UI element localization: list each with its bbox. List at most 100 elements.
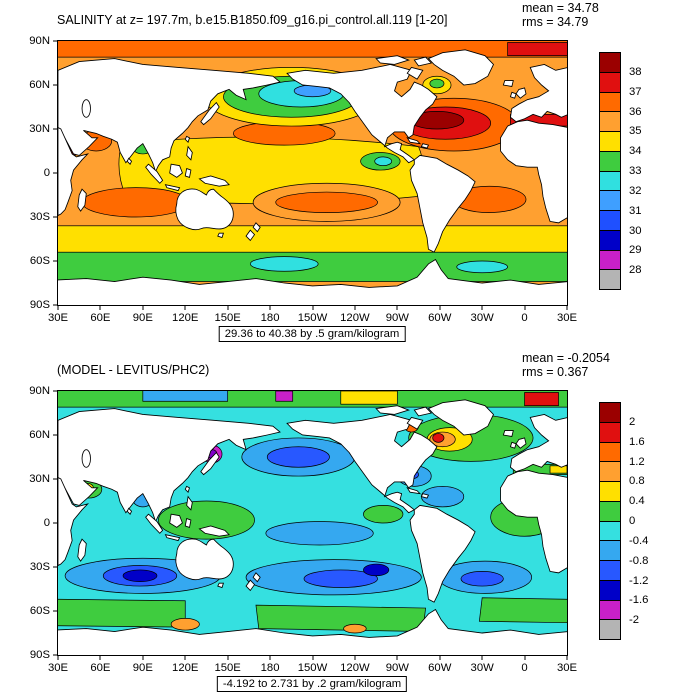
x-axis-tick-label: 30E	[47, 312, 69, 324]
colorbar-tick-label: -0.8	[629, 554, 649, 567]
colorbar-box	[599, 151, 621, 172]
x-axis-tick-mark	[142, 306, 144, 310]
x-axis-tick-label: 150W	[297, 312, 328, 324]
y-axis-tick-label: 30S	[29, 211, 50, 223]
mean-value: mean = 34.78	[522, 1, 599, 15]
y-axis-tick-label: 60N	[29, 429, 50, 441]
colorbar-tick-label: 35	[629, 125, 642, 138]
x-axis-tick-label: 120E	[172, 662, 199, 674]
difference-contour-svg	[58, 391, 567, 655]
y-axis-tick-label: 90S	[29, 649, 50, 661]
x-axis-tick-mark	[354, 306, 356, 310]
x-axis-tick-mark	[184, 656, 186, 660]
colorbar-box	[599, 132, 621, 152]
x-axis-tick-mark	[354, 656, 356, 660]
x-axis-tick-mark	[184, 306, 186, 310]
y-axis-tick-label: 30N	[29, 473, 50, 485]
x-axis-tick-label: 120E	[172, 312, 199, 324]
y-axis-tick-mark	[53, 84, 57, 86]
x-axis-tick-mark	[312, 306, 313, 310]
x-axis-tick-label: 30E	[556, 662, 578, 674]
x-axis-tick-label: 150E	[214, 312, 241, 324]
x-axis-tick-label: 180	[260, 312, 280, 324]
y-axis-tick-mark	[53, 128, 57, 130]
y-axis-tick-mark	[53, 610, 57, 612]
x-axis-tick-label: 60E	[90, 312, 111, 324]
colorbar-box	[599, 52, 621, 73]
y-axis-tick-mark	[53, 260, 57, 262]
x-axis-tick-mark	[99, 656, 101, 660]
colorbar-box	[599, 521, 621, 542]
y-axis-tick-mark	[53, 566, 57, 568]
x-axis-tick-label: 60W	[428, 312, 452, 324]
x-axis-tick-label: 120W	[340, 312, 370, 324]
x-axis-tick-mark	[269, 306, 271, 310]
x-axis-tick-mark	[524, 656, 526, 660]
y-axis-tick-label: 90S	[29, 299, 50, 311]
colorbar-box	[599, 230, 621, 251]
colorbar-box	[599, 250, 621, 271]
x-axis-tick-mark	[396, 306, 398, 310]
colorbar-box	[599, 620, 621, 640]
panel-title: (MODEL - LEVITUS/PHC2)	[57, 363, 210, 377]
y-axis: 90N 60N 30N 0 30S 60S 90S	[10, 385, 58, 661]
colorbar-tick-label: 0.8	[629, 475, 645, 488]
colorbar-tick-label: 37	[629, 85, 642, 98]
x-axis-tick-mark	[57, 656, 59, 660]
colorbar-tick-label: -0.4	[629, 534, 649, 547]
y-axis-tick-mark	[53, 434, 57, 436]
colorbar-tick-label: 0	[629, 515, 636, 527]
x-axis-tick-label: 120W	[340, 662, 370, 674]
colorbar-tick-label: 1.6	[629, 435, 645, 448]
x-axis: 30E 60E 90E 120E 150E 180 150W 120W 90W 60W 30W 0 30…	[48, 305, 577, 327]
y-axis-tick-mark	[53, 654, 57, 656]
colorbar-tick-label: -1.2	[629, 574, 649, 587]
x-axis-tick-label: 90E	[132, 312, 153, 324]
x-axis-tick-label: 30E	[556, 312, 578, 324]
x-axis-tick-mark	[439, 656, 441, 660]
x-axis-tick-label: 30W	[470, 662, 494, 674]
colorbar-box	[599, 211, 621, 231]
colorbar-tick-label: 32	[629, 184, 642, 197]
x-axis-tick-label: 30E	[47, 662, 69, 674]
y-axis-tick-mark	[53, 40, 57, 42]
y-axis-tick-label: 30N	[29, 123, 50, 135]
colorbar-box	[599, 72, 621, 93]
colorbar-box	[599, 600, 621, 621]
x-axis-tick-mark	[227, 306, 229, 310]
mean-value: mean = -0.2054	[522, 351, 610, 365]
salinity-colorbar: 38 37 36 35 34 33 32 31 30 29 28	[599, 52, 669, 290]
colorbar-box	[599, 191, 621, 211]
colorbar-tick-label: 28	[629, 264, 642, 277]
x-axis-tick-label: 150E	[214, 662, 241, 674]
colorbar-scale	[599, 402, 621, 640]
colorbar-box	[599, 462, 621, 482]
y-axis-tick-mark	[53, 216, 57, 218]
colorbar-box	[599, 580, 621, 601]
y-axis: 90N 60N 30N 0 30S 60S 90S	[10, 35, 58, 311]
colorbar-tick-label: 30	[629, 224, 642, 237]
x-axis-tick-label: 0	[521, 312, 528, 324]
x-axis-tick-mark	[99, 306, 101, 310]
panel-title: SALINITY at z= 197.7m, b.e15.B1850.f09_g…	[57, 13, 448, 27]
colorbar-box	[599, 112, 621, 132]
y-axis-tick-label: 60N	[29, 79, 50, 91]
difference-panel: (MODEL - LEVITUS/PHC2) mean = -0.2054 rm…	[0, 350, 700, 700]
y-axis-tick-mark	[53, 522, 57, 524]
x-axis-tick-label: 90W	[385, 312, 409, 324]
x-axis-tick-mark	[227, 656, 229, 660]
x-axis-tick-mark	[566, 306, 568, 310]
x-axis-tick-mark	[566, 656, 568, 660]
difference-colorbar: 2 1.6 1.2 0.8 0.4 0 -0.4 -0.8 -1.2 -1.6 -2	[599, 402, 669, 640]
rms-value: rms = 34.79	[522, 15, 589, 29]
salinity-contour-svg	[58, 41, 567, 305]
contour-range-caption: -4.192 to 2.731 by .2 gram/kilogram	[216, 676, 408, 692]
colorbar-box	[599, 541, 621, 561]
x-axis-tick-label: 0	[521, 662, 528, 674]
y-axis-tick-label: 90N	[29, 385, 50, 397]
colorbar-box	[599, 402, 621, 423]
x-axis-tick-label: 90E	[132, 662, 153, 674]
colorbar-box	[599, 422, 621, 443]
y-axis-tick-mark	[53, 390, 57, 392]
colorbar-box	[599, 561, 621, 581]
